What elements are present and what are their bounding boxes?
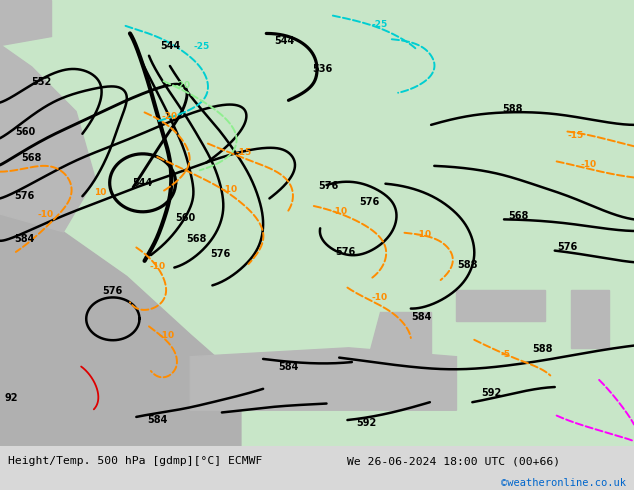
- Text: 576: 576: [318, 181, 339, 191]
- Text: 592: 592: [481, 388, 501, 398]
- Text: 568: 568: [22, 153, 42, 163]
- Text: 568: 568: [186, 234, 207, 245]
- Text: 576: 576: [14, 191, 34, 201]
- Text: ©weatheronline.co.uk: ©weatheronline.co.uk: [501, 478, 626, 489]
- Text: 552: 552: [31, 77, 51, 88]
- Text: 536: 536: [312, 64, 332, 74]
- Text: 560: 560: [175, 214, 195, 223]
- Text: 592: 592: [356, 417, 377, 428]
- Text: 544: 544: [274, 36, 294, 46]
- Text: 576: 576: [210, 249, 231, 259]
- Text: -20: -20: [162, 112, 178, 122]
- Text: 588: 588: [458, 260, 478, 270]
- Text: -15: -15: [236, 148, 252, 157]
- Text: 544: 544: [160, 41, 180, 51]
- Text: -10: -10: [371, 294, 387, 302]
- Text: 576: 576: [557, 243, 578, 252]
- Text: 588: 588: [502, 104, 522, 114]
- Text: 92: 92: [4, 393, 18, 403]
- Text: -10: -10: [580, 160, 597, 169]
- Text: -20: -20: [174, 81, 191, 90]
- Text: -5: -5: [501, 350, 511, 359]
- Polygon shape: [0, 214, 241, 446]
- Text: -25: -25: [371, 20, 387, 29]
- Polygon shape: [456, 290, 545, 321]
- Polygon shape: [571, 290, 609, 348]
- Text: 584: 584: [14, 234, 34, 244]
- Text: 576: 576: [359, 196, 379, 207]
- Text: -10: -10: [149, 262, 165, 271]
- Text: -15: -15: [567, 131, 584, 141]
- Text: 584: 584: [411, 312, 432, 321]
- Text: 568: 568: [508, 211, 529, 221]
- Polygon shape: [190, 348, 456, 410]
- Text: 576: 576: [335, 247, 356, 257]
- Text: We 26-06-2024 18:00 UTC (00+66): We 26-06-2024 18:00 UTC (00+66): [347, 456, 560, 466]
- Text: 10: 10: [94, 188, 107, 197]
- Text: -10: -10: [158, 331, 174, 340]
- Text: 544: 544: [133, 178, 153, 188]
- Polygon shape: [0, 45, 95, 232]
- Text: -10: -10: [415, 230, 432, 239]
- Polygon shape: [0, 0, 51, 45]
- Text: 584: 584: [278, 362, 299, 371]
- Text: 576: 576: [103, 286, 123, 296]
- Text: 588: 588: [532, 343, 552, 354]
- Text: 584: 584: [147, 415, 167, 425]
- Text: -10: -10: [221, 185, 238, 194]
- Polygon shape: [368, 312, 431, 357]
- Text: 560: 560: [15, 126, 36, 137]
- Text: -10: -10: [37, 210, 54, 220]
- Text: Height/Temp. 500 hPa [gdmp][°C] ECMWF: Height/Temp. 500 hPa [gdmp][°C] ECMWF: [8, 456, 262, 466]
- Text: -25: -25: [193, 42, 210, 51]
- Text: -10: -10: [331, 207, 347, 216]
